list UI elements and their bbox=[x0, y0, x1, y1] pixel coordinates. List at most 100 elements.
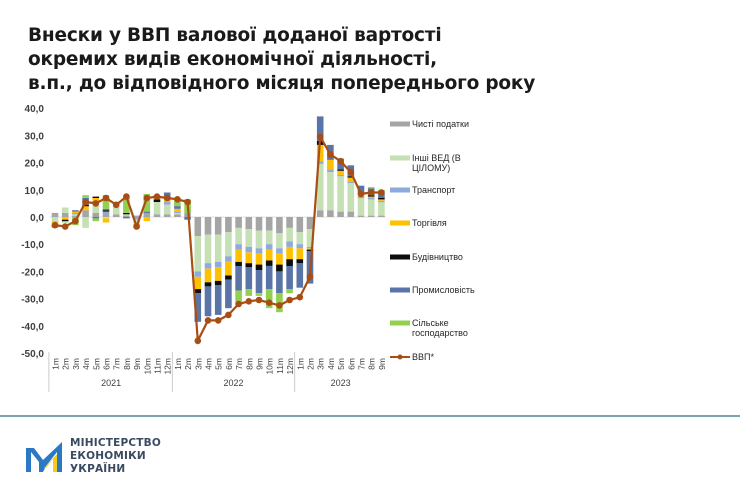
bar-segment bbox=[316, 161, 324, 164]
bar-segment bbox=[61, 207, 69, 213]
bar-segment bbox=[194, 276, 202, 289]
gdp-marker bbox=[347, 168, 355, 176]
bar-segment bbox=[286, 266, 293, 290]
bar-segment bbox=[163, 192, 171, 197]
logo-line-1: МІНІСТЕРСТВО bbox=[70, 437, 161, 449]
bar-segment bbox=[204, 263, 212, 269]
x-tick-label: 4m bbox=[326, 358, 336, 370]
gdp-marker bbox=[265, 299, 273, 307]
bar-segment bbox=[265, 217, 273, 231]
gdp-marker bbox=[153, 193, 161, 200]
bar-segment bbox=[92, 198, 100, 201]
bar-segment bbox=[102, 217, 110, 219]
year-label: 2021 bbox=[101, 378, 121, 388]
bar-segment bbox=[102, 195, 110, 209]
bar-segment bbox=[225, 256, 232, 262]
gdp-marker bbox=[235, 300, 242, 308]
gdp-marker bbox=[225, 311, 232, 319]
x-tick-label: 6m bbox=[224, 358, 234, 370]
x-tick-label: 4m bbox=[204, 358, 214, 370]
bar-segment bbox=[245, 267, 253, 290]
bar-segment bbox=[296, 263, 304, 288]
bar-segment bbox=[51, 217, 59, 222]
bar-segment bbox=[102, 218, 110, 223]
bar-segment bbox=[276, 253, 283, 265]
bar-segment bbox=[245, 229, 253, 247]
bar-segment bbox=[265, 266, 273, 290]
bar-segment bbox=[316, 116, 324, 141]
bar-segment bbox=[327, 172, 334, 211]
bar-segment bbox=[82, 210, 89, 217]
bar-segment bbox=[204, 217, 212, 235]
year-label: 2022 bbox=[223, 378, 243, 388]
bar-segment bbox=[235, 290, 242, 303]
bar-segment bbox=[235, 244, 242, 250]
x-tick-label: 1m bbox=[295, 358, 305, 370]
bar-segment bbox=[235, 266, 242, 291]
legend-label: Транспорт bbox=[412, 185, 455, 195]
bar-segment bbox=[112, 214, 120, 217]
bar-segment bbox=[367, 195, 375, 197]
bar-segment bbox=[123, 212, 130, 215]
gdp-marker bbox=[184, 198, 191, 206]
x-tick-label: 3m bbox=[193, 358, 203, 370]
x-tick-label: 1m bbox=[173, 358, 183, 370]
bar-segment bbox=[255, 248, 263, 254]
ministry-logo-icon bbox=[26, 441, 62, 472]
bar-segment bbox=[296, 259, 304, 264]
year-label: 2023 bbox=[331, 378, 351, 388]
x-tick-label: 7m bbox=[112, 358, 122, 370]
legend-swatch bbox=[390, 155, 410, 161]
x-tick-label: 2m bbox=[61, 358, 71, 370]
bar-segment bbox=[255, 293, 263, 296]
bar-segment bbox=[204, 268, 212, 283]
bar-segment bbox=[143, 212, 151, 217]
bar-segment bbox=[82, 217, 89, 228]
y-tick-label: -40,0 bbox=[21, 322, 44, 333]
bar-segment bbox=[245, 217, 253, 230]
bar-segment bbox=[153, 202, 161, 215]
bar-segment bbox=[92, 218, 100, 222]
bar-segment bbox=[204, 234, 212, 264]
bar-segment bbox=[235, 249, 242, 262]
bar-segment bbox=[184, 217, 191, 220]
gdp-marker bbox=[204, 317, 212, 324]
gdp-marker bbox=[163, 194, 171, 202]
x-tick-label: 5m bbox=[214, 358, 224, 370]
bar-segment bbox=[327, 210, 334, 217]
legend-swatch bbox=[390, 254, 410, 260]
legend-swatch bbox=[390, 320, 410, 326]
gdp-marker bbox=[214, 317, 222, 324]
bar-segment bbox=[61, 221, 69, 223]
x-tick-label: 2m bbox=[306, 358, 316, 370]
bar-segment bbox=[204, 282, 212, 287]
bar-segment bbox=[235, 217, 242, 228]
bar-segment bbox=[194, 217, 202, 236]
bar-segment bbox=[327, 169, 334, 173]
bar-segment bbox=[265, 289, 273, 309]
bar-segment bbox=[82, 206, 89, 211]
legend-label: Чисті податки bbox=[412, 119, 469, 129]
gdp-marker bbox=[102, 194, 110, 202]
bar-segment bbox=[92, 196, 100, 198]
bar-segment bbox=[214, 285, 222, 315]
bar-segment bbox=[214, 280, 222, 285]
bar-segment bbox=[51, 212, 59, 217]
bar-segment bbox=[123, 215, 130, 217]
bar-segment bbox=[225, 232, 232, 257]
gdp-marker bbox=[255, 296, 263, 304]
chart-title: Внески у ВВП валової доданої вартості ок… bbox=[28, 24, 535, 96]
x-tick-label: 7m bbox=[357, 358, 367, 370]
bar-segment bbox=[143, 217, 151, 222]
bar-segment bbox=[245, 246, 253, 253]
gdp-marker bbox=[378, 189, 385, 196]
bar-segment bbox=[286, 241, 293, 247]
bar-segment bbox=[194, 289, 202, 294]
bar-segment bbox=[306, 229, 314, 247]
x-tick-label: 8m bbox=[122, 358, 132, 370]
x-tick-label: 6m bbox=[346, 358, 356, 370]
bar-segment bbox=[82, 204, 89, 207]
gdp-marker bbox=[133, 223, 140, 230]
gdp-marker bbox=[367, 189, 375, 196]
